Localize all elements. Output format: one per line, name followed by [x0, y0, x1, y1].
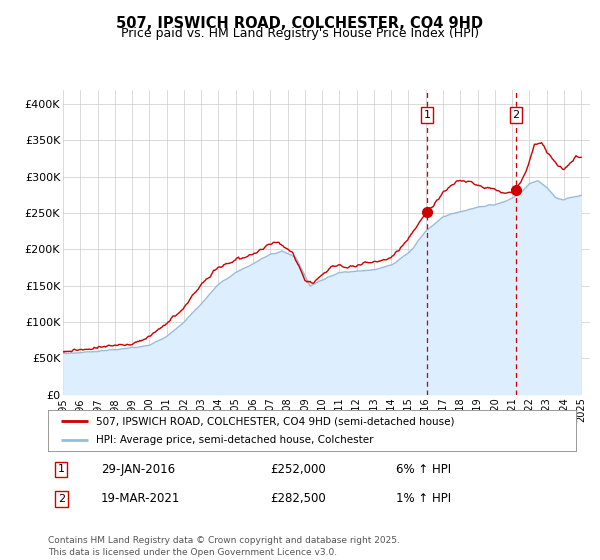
Text: Contains HM Land Registry data © Crown copyright and database right 2025.
This d: Contains HM Land Registry data © Crown c… [48, 536, 400, 557]
Text: HPI: Average price, semi-detached house, Colchester: HPI: Average price, semi-detached house,… [95, 435, 373, 445]
Text: £252,000: £252,000 [270, 463, 326, 476]
Text: 1: 1 [58, 464, 65, 474]
Text: 6% ↑ HPI: 6% ↑ HPI [397, 463, 452, 476]
Text: 2: 2 [58, 494, 65, 504]
Text: 29-JAN-2016: 29-JAN-2016 [101, 463, 175, 476]
Text: 2: 2 [512, 110, 520, 120]
Text: 507, IPSWICH ROAD, COLCHESTER, CO4 9HD (semi-detached house): 507, IPSWICH ROAD, COLCHESTER, CO4 9HD (… [95, 417, 454, 426]
Text: 19-MAR-2021: 19-MAR-2021 [101, 492, 180, 505]
Text: 507, IPSWICH ROAD, COLCHESTER, CO4 9HD: 507, IPSWICH ROAD, COLCHESTER, CO4 9HD [116, 16, 484, 31]
Text: £282,500: £282,500 [270, 492, 326, 505]
Text: 1% ↑ HPI: 1% ↑ HPI [397, 492, 452, 505]
Text: 1: 1 [424, 110, 431, 120]
Text: Price paid vs. HM Land Registry's House Price Index (HPI): Price paid vs. HM Land Registry's House … [121, 27, 479, 40]
